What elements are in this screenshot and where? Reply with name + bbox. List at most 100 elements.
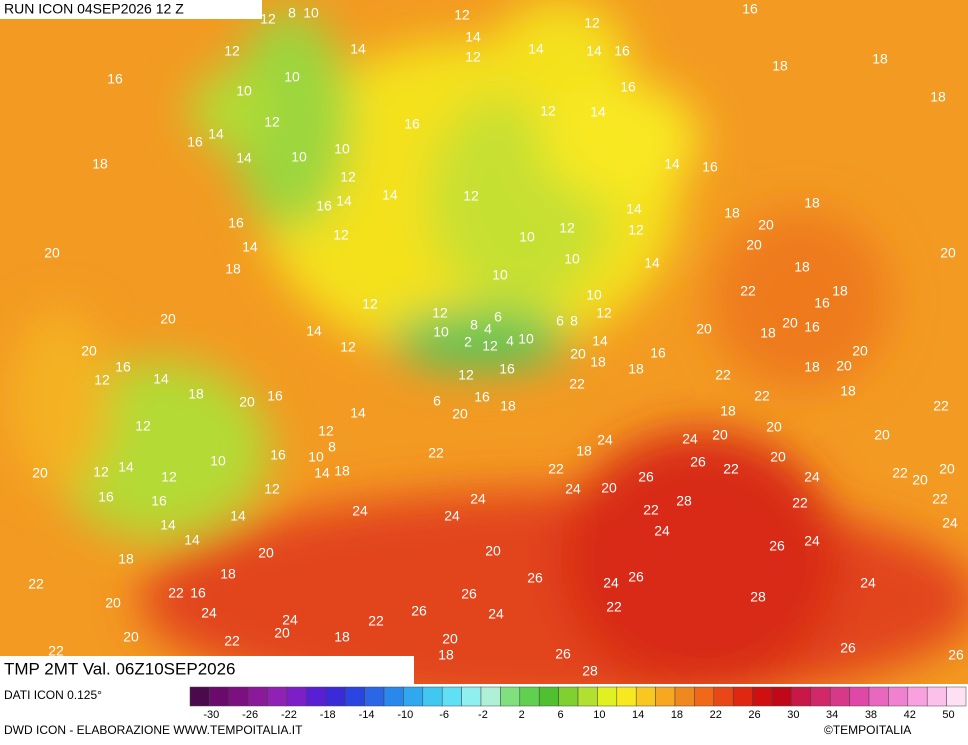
colorbar-tick-label: -6 — [439, 709, 449, 721]
temperature-label: 10 — [586, 287, 602, 303]
temperature-label: 22 — [569, 376, 585, 392]
temperature-label: 12 — [458, 367, 474, 383]
temperature-label: 12 — [362, 296, 378, 312]
temperature-label: 12 — [463, 188, 479, 204]
temperature-label: 12 — [482, 338, 498, 354]
field-title: TMP 2MT Val. 06Z10SEP2026 — [4, 659, 236, 678]
temperature-label: 18 — [225, 261, 241, 277]
colorbar-tick-label: 34 — [826, 709, 838, 721]
temperature-label: 24 — [860, 575, 876, 591]
temperature-label: 16 — [316, 198, 332, 214]
temperature-label: 18 — [188, 386, 204, 402]
colorbar-swatch — [306, 686, 327, 707]
temperature-label: 20 — [44, 245, 60, 261]
colorbar: -30 -26 -22 -18 -14 -10 -6 -2 2 6 10 14 18 22 26 30 34 38… — [189, 686, 967, 721]
temperature-label: 20 — [258, 545, 274, 561]
temperature-label: 10 — [303, 5, 319, 21]
temperature-label: 12 — [596, 305, 612, 321]
temperature-label: 16 — [404, 116, 420, 132]
temperature-label: 14 — [528, 41, 544, 57]
temperature-label: 20 — [123, 629, 139, 645]
temperature-label: 14 — [236, 150, 252, 166]
temperature-label: 12 — [161, 469, 177, 485]
temperature-label: 16 — [474, 389, 490, 405]
temperature-label: 20 — [32, 465, 48, 481]
colorbar-swatch — [577, 686, 598, 707]
temperature-label: 20 — [81, 343, 97, 359]
temperature-label: 20 — [274, 625, 290, 641]
temperature-label: 26 — [555, 646, 571, 662]
credit: DWD ICON - ELABORAZIONE WWW.TEMPOITALIA.… — [4, 723, 303, 737]
temperature-label: 24 — [282, 612, 298, 628]
temperature-label: 6 — [494, 309, 502, 325]
temperature-label: 18 — [500, 398, 516, 414]
temperature-label: 16 — [614, 43, 630, 59]
colorbar-swatch — [538, 686, 559, 707]
colorbar-tick-label: -2 — [478, 709, 488, 721]
temperature-label: 14 — [644, 255, 660, 271]
temperature-label: 12 — [135, 418, 151, 434]
temperature-label: 20 — [485, 543, 501, 559]
temperature-label: 18 — [438, 647, 454, 663]
temperature-label: 10 — [564, 251, 580, 267]
temperature-label: 20 — [939, 461, 955, 477]
temperature-label: 8 — [328, 439, 336, 455]
colorbar-swatch — [713, 686, 734, 707]
colorbar-tick-label: 38 — [865, 709, 877, 721]
temperature-label: 26 — [690, 454, 706, 470]
temperature-label: 28 — [582, 663, 598, 679]
temperature-label: 24 — [804, 469, 820, 485]
temperature-label: 12 — [540, 103, 556, 119]
colorbar-swatch — [694, 686, 715, 707]
temperature-label: 26 — [527, 570, 543, 586]
temperature-label: 20 — [712, 427, 728, 443]
temperature-label: 22 — [933, 398, 949, 414]
temperature-label: 6 — [556, 313, 564, 329]
temperature-label: 16 — [107, 71, 123, 87]
temperature-label: 20 — [782, 315, 798, 331]
colorbar-swatch — [849, 686, 870, 707]
temperature-label: 12 — [432, 305, 448, 321]
temperature-label: 18 — [724, 205, 740, 221]
temperature-label: 20 — [570, 346, 586, 362]
colorbar-swatch — [771, 686, 792, 707]
colorbar-tick-label: -22 — [281, 709, 297, 721]
temperature-label: 2 — [464, 334, 472, 350]
temperature-label: 20 — [239, 394, 255, 410]
temperature-label: 26 — [638, 469, 654, 485]
colorbar-swatch — [209, 686, 230, 707]
temperature-label: 14 — [184, 532, 200, 548]
colorbar-swatch — [946, 686, 967, 707]
temperature-label: 12 — [264, 114, 280, 130]
map-field — [0, 0, 968, 684]
colorbar-swatch — [868, 686, 889, 707]
temperature-label: 24 — [804, 533, 820, 549]
temperature-label: 14 — [230, 508, 246, 524]
temperature-label: 16 — [814, 295, 830, 311]
temperature-label: 16 — [190, 585, 206, 601]
temperature-label: 10 — [210, 453, 226, 469]
temperature-label: 22 — [28, 576, 44, 592]
temperature-label: 22 — [723, 461, 739, 477]
temperature-label: 22 — [715, 367, 731, 383]
colorbar-swatch — [325, 686, 346, 707]
temperature-label: 18 — [832, 283, 848, 299]
colorbar-tick-label: 22 — [710, 709, 722, 721]
temperature-label: 18 — [118, 551, 134, 567]
temperature-label: 4 — [506, 333, 514, 349]
temperature-label: 14 — [350, 405, 366, 421]
colorbar-swatch — [635, 686, 656, 707]
colorbar-tick-label: -18 — [320, 709, 336, 721]
temperature-label: 8 — [470, 317, 478, 333]
temperature-label: 18 — [220, 566, 236, 582]
temperature-label: 18 — [334, 629, 350, 645]
temperature-label: 10 — [334, 141, 350, 157]
temperature-label: 20 — [160, 311, 176, 327]
colorbar-swatch — [247, 686, 268, 707]
temperature-label: 24 — [201, 605, 217, 621]
temperature-label: 18 — [872, 51, 888, 67]
temperature-label: 20 — [746, 237, 762, 253]
run-title: RUN ICON 04SEP2026 12 Z — [4, 1, 184, 17]
colorbar-swatch — [829, 686, 850, 707]
colorbar-swatch — [888, 686, 909, 707]
